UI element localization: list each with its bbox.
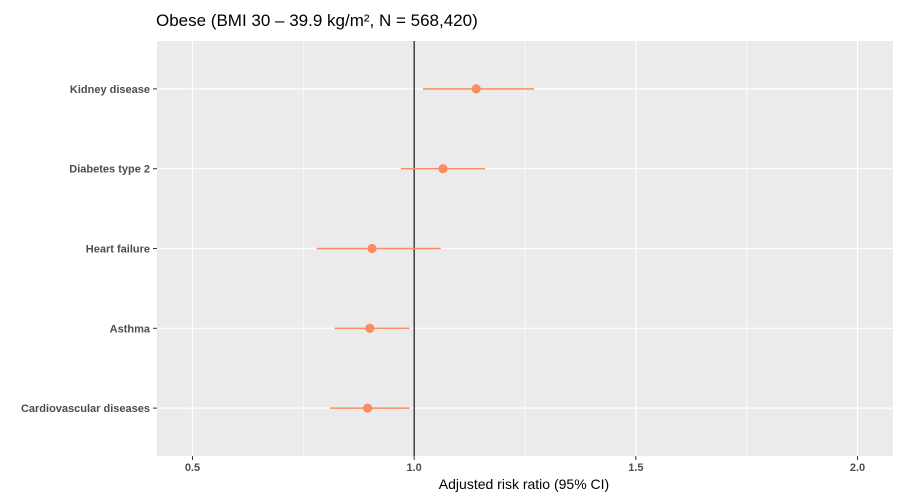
x-axis-title: Adjusted risk ratio (95% CI): [439, 476, 609, 492]
y-tick-label: Heart failure: [86, 244, 150, 256]
estimate-point: [471, 84, 481, 94]
estimate-point: [438, 164, 448, 174]
chart-title: Obese (BMI 30 – 39.9 kg/m², N = 568,420): [156, 11, 478, 30]
x-tick-label: 2.0: [850, 462, 865, 474]
x-tick-label: 1.5: [628, 462, 643, 474]
y-tick-label: Diabetes type 2: [69, 164, 150, 176]
estimate-point: [365, 323, 375, 333]
estimate-point: [367, 243, 377, 254]
x-tick-label: 0.5: [185, 462, 200, 474]
y-tick-label: Cardiovascular diseases: [21, 403, 150, 415]
estimate-point: [363, 403, 373, 413]
x-tick-label: 1.0: [407, 462, 422, 474]
y-tick-label: Asthma: [110, 323, 151, 335]
y-tick-label: Kidney disease: [70, 84, 150, 96]
